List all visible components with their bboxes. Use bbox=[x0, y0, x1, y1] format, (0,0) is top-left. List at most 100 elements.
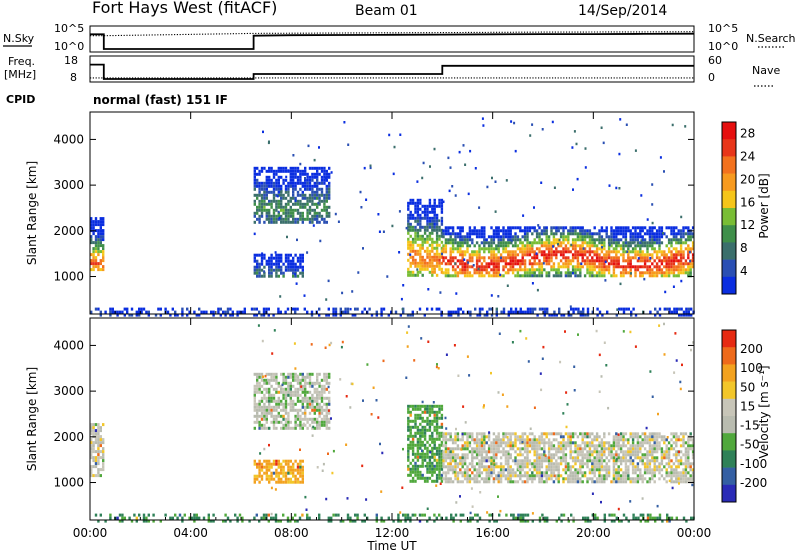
data-cell bbox=[564, 477, 568, 481]
data-cell bbox=[471, 432, 474, 436]
data-cell bbox=[619, 271, 623, 275]
data-cell bbox=[176, 313, 179, 317]
data-cell bbox=[636, 453, 640, 457]
data-cell bbox=[440, 416, 444, 420]
data-cell bbox=[533, 262, 536, 266]
data-cell bbox=[629, 462, 632, 466]
data-cell bbox=[478, 438, 481, 442]
data-cell bbox=[456, 244, 460, 248]
data-cell bbox=[507, 456, 510, 460]
data-cell bbox=[304, 381, 307, 385]
data-cell bbox=[411, 261, 415, 265]
data-cell bbox=[456, 235, 460, 239]
data-cell bbox=[447, 480, 450, 484]
data-cell bbox=[313, 417, 316, 421]
data-cell bbox=[519, 459, 522, 463]
nsearch-tick-bottom: 10^0 bbox=[708, 40, 738, 53]
data-cell bbox=[328, 399, 331, 403]
data-cell bbox=[500, 256, 502, 259]
data-cell bbox=[655, 432, 659, 436]
data-cell bbox=[409, 470, 412, 474]
data-cell bbox=[478, 235, 481, 239]
data-cell bbox=[595, 480, 599, 484]
data-cell bbox=[651, 432, 654, 436]
data-cell bbox=[480, 459, 484, 463]
data-cell bbox=[451, 229, 455, 233]
data-cell bbox=[456, 259, 460, 263]
data-cell bbox=[292, 426, 295, 430]
data-cell bbox=[433, 446, 436, 450]
data-cell bbox=[619, 229, 623, 233]
data-cell bbox=[260, 199, 264, 203]
data-cell bbox=[499, 468, 503, 472]
data-cell bbox=[438, 461, 441, 465]
data-cell bbox=[579, 310, 582, 314]
data-cell bbox=[514, 438, 517, 442]
data-cell bbox=[265, 184, 268, 188]
data-cell bbox=[272, 313, 275, 317]
data-cell bbox=[680, 215, 683, 219]
data-cell bbox=[552, 245, 555, 248]
data-cell bbox=[559, 474, 563, 478]
data-cell bbox=[296, 390, 300, 394]
data-cell bbox=[313, 158, 316, 162]
data-cell bbox=[480, 268, 484, 272]
data-cell bbox=[97, 265, 100, 269]
data-cell bbox=[92, 423, 95, 427]
data-cell bbox=[270, 253, 273, 257]
data-cell bbox=[533, 435, 536, 439]
data-cell bbox=[454, 247, 457, 251]
data-cell bbox=[287, 471, 290, 475]
colorbar-tick-label: 24 bbox=[740, 149, 755, 163]
data-cell bbox=[591, 450, 594, 454]
data-cell bbox=[414, 219, 417, 223]
data-cell bbox=[526, 444, 529, 448]
data-cell bbox=[531, 123, 534, 126]
data-cell bbox=[617, 477, 620, 481]
data-cell bbox=[411, 225, 415, 229]
data-cell bbox=[284, 474, 288, 478]
data-cell bbox=[284, 190, 288, 194]
data-cell bbox=[442, 462, 445, 466]
data-cell bbox=[595, 238, 599, 242]
data-cell bbox=[648, 462, 652, 466]
data-cell bbox=[289, 387, 292, 391]
data-cell bbox=[90, 253, 93, 257]
data-cell bbox=[272, 477, 276, 481]
data-cell bbox=[588, 274, 592, 278]
data-cell bbox=[99, 250, 102, 254]
data-cell bbox=[540, 271, 544, 275]
data-cell bbox=[555, 477, 558, 481]
data-cell bbox=[280, 253, 283, 257]
data-cell bbox=[140, 307, 143, 311]
data-cell bbox=[612, 232, 616, 236]
data-cell bbox=[677, 232, 680, 236]
data-cell bbox=[411, 255, 415, 259]
data-cell bbox=[253, 181, 256, 185]
data-cell bbox=[483, 438, 486, 442]
data-cell bbox=[533, 438, 536, 442]
data-cell bbox=[258, 187, 261, 191]
data-cell bbox=[687, 462, 690, 466]
data-cell bbox=[478, 441, 481, 445]
data-cell bbox=[502, 250, 505, 254]
data-cell bbox=[447, 456, 450, 460]
data-cell bbox=[653, 447, 656, 451]
data-cell bbox=[447, 477, 450, 481]
data-cell bbox=[294, 378, 297, 382]
data-cell bbox=[617, 453, 620, 457]
data-cell bbox=[660, 456, 664, 460]
data-cell bbox=[679, 477, 683, 481]
data-cell bbox=[619, 247, 623, 251]
data-cell bbox=[318, 193, 321, 197]
data-cell bbox=[612, 268, 616, 272]
data-cell bbox=[316, 417, 319, 421]
data-cell bbox=[268, 477, 271, 481]
data-cell bbox=[660, 253, 664, 257]
data-cell bbox=[591, 480, 594, 484]
data-cell bbox=[313, 208, 316, 212]
data-cell bbox=[499, 253, 503, 257]
data-cell bbox=[444, 459, 448, 463]
data-cell bbox=[528, 250, 532, 254]
data-cell bbox=[440, 231, 444, 235]
